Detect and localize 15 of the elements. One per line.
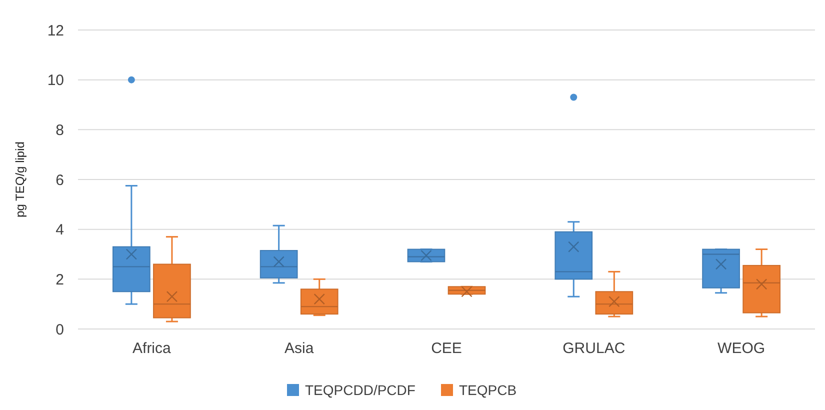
y-tick-label: 2 [56, 271, 64, 288]
y-axis-title: pg TEQ/g lipid [13, 142, 27, 218]
x-tick-label: Asia [284, 340, 314, 357]
legend-label: TEQPCB [459, 382, 517, 398]
y-tick-label: 4 [56, 222, 64, 239]
x-tick-label: Africa [132, 340, 172, 357]
y-tick-label: 8 [56, 122, 64, 139]
y-tick-label: 6 [56, 172, 64, 189]
x-tick-label: CEE [431, 340, 462, 357]
legend-label: TEQPCDD/PCDF [305, 382, 416, 398]
y-tick-label: 0 [56, 321, 64, 338]
x-tick-label: WEOG [718, 340, 766, 357]
y-tick-label: 10 [47, 72, 64, 90]
y-tick-label: 12 [47, 22, 64, 40]
x-tick-label: GRULAC [562, 340, 626, 357]
